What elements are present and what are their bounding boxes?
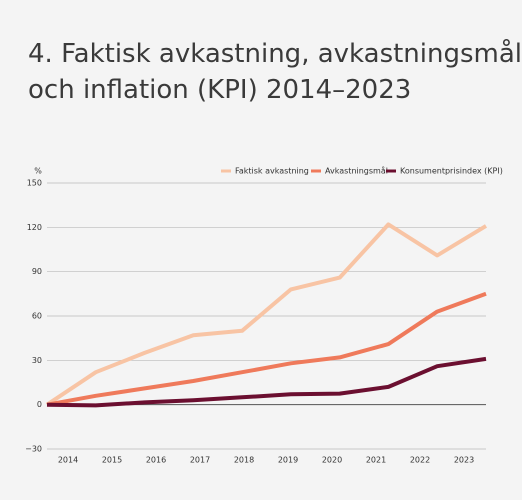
- x-tick-label: 2017: [190, 456, 210, 465]
- legend-label: Faktisk avkastning: [235, 167, 309, 176]
- x-tick-label: 2022: [410, 456, 430, 465]
- x-tick-label: 2016: [146, 456, 166, 465]
- chart-title: och inflation (KPI) 2014–2023: [28, 75, 411, 105]
- legend-label: Konsumentprisindex (KPI): [400, 167, 503, 176]
- x-tick-label: 2014: [58, 456, 78, 465]
- x-tick-label: 2018: [234, 456, 254, 465]
- line: [45, 222, 488, 407]
- y-tick-label: 0: [37, 400, 42, 409]
- x-tick-label: 2020: [322, 456, 342, 465]
- y-axis-label: %: [34, 167, 42, 176]
- x-tick-label: 2015: [102, 456, 122, 465]
- y-tick-label: 120: [27, 223, 42, 232]
- line: [46, 291, 487, 407]
- x-tick-label: 2021: [366, 456, 386, 465]
- y-tick-label: 150: [27, 179, 42, 188]
- y-tick-label: −30: [25, 445, 42, 454]
- x-tick-label: 2023: [454, 456, 474, 465]
- legend-label: Avkastningsmål: [325, 166, 388, 176]
- y-tick-label: 30: [32, 356, 42, 365]
- x-tick-label: 2019: [278, 456, 298, 465]
- chart-title: 4. Faktisk avkastning, avkastningsmål: [28, 38, 522, 69]
- line: [46, 356, 487, 408]
- y-tick-label: 60: [32, 312, 42, 321]
- y-tick-label: 90: [32, 267, 42, 276]
